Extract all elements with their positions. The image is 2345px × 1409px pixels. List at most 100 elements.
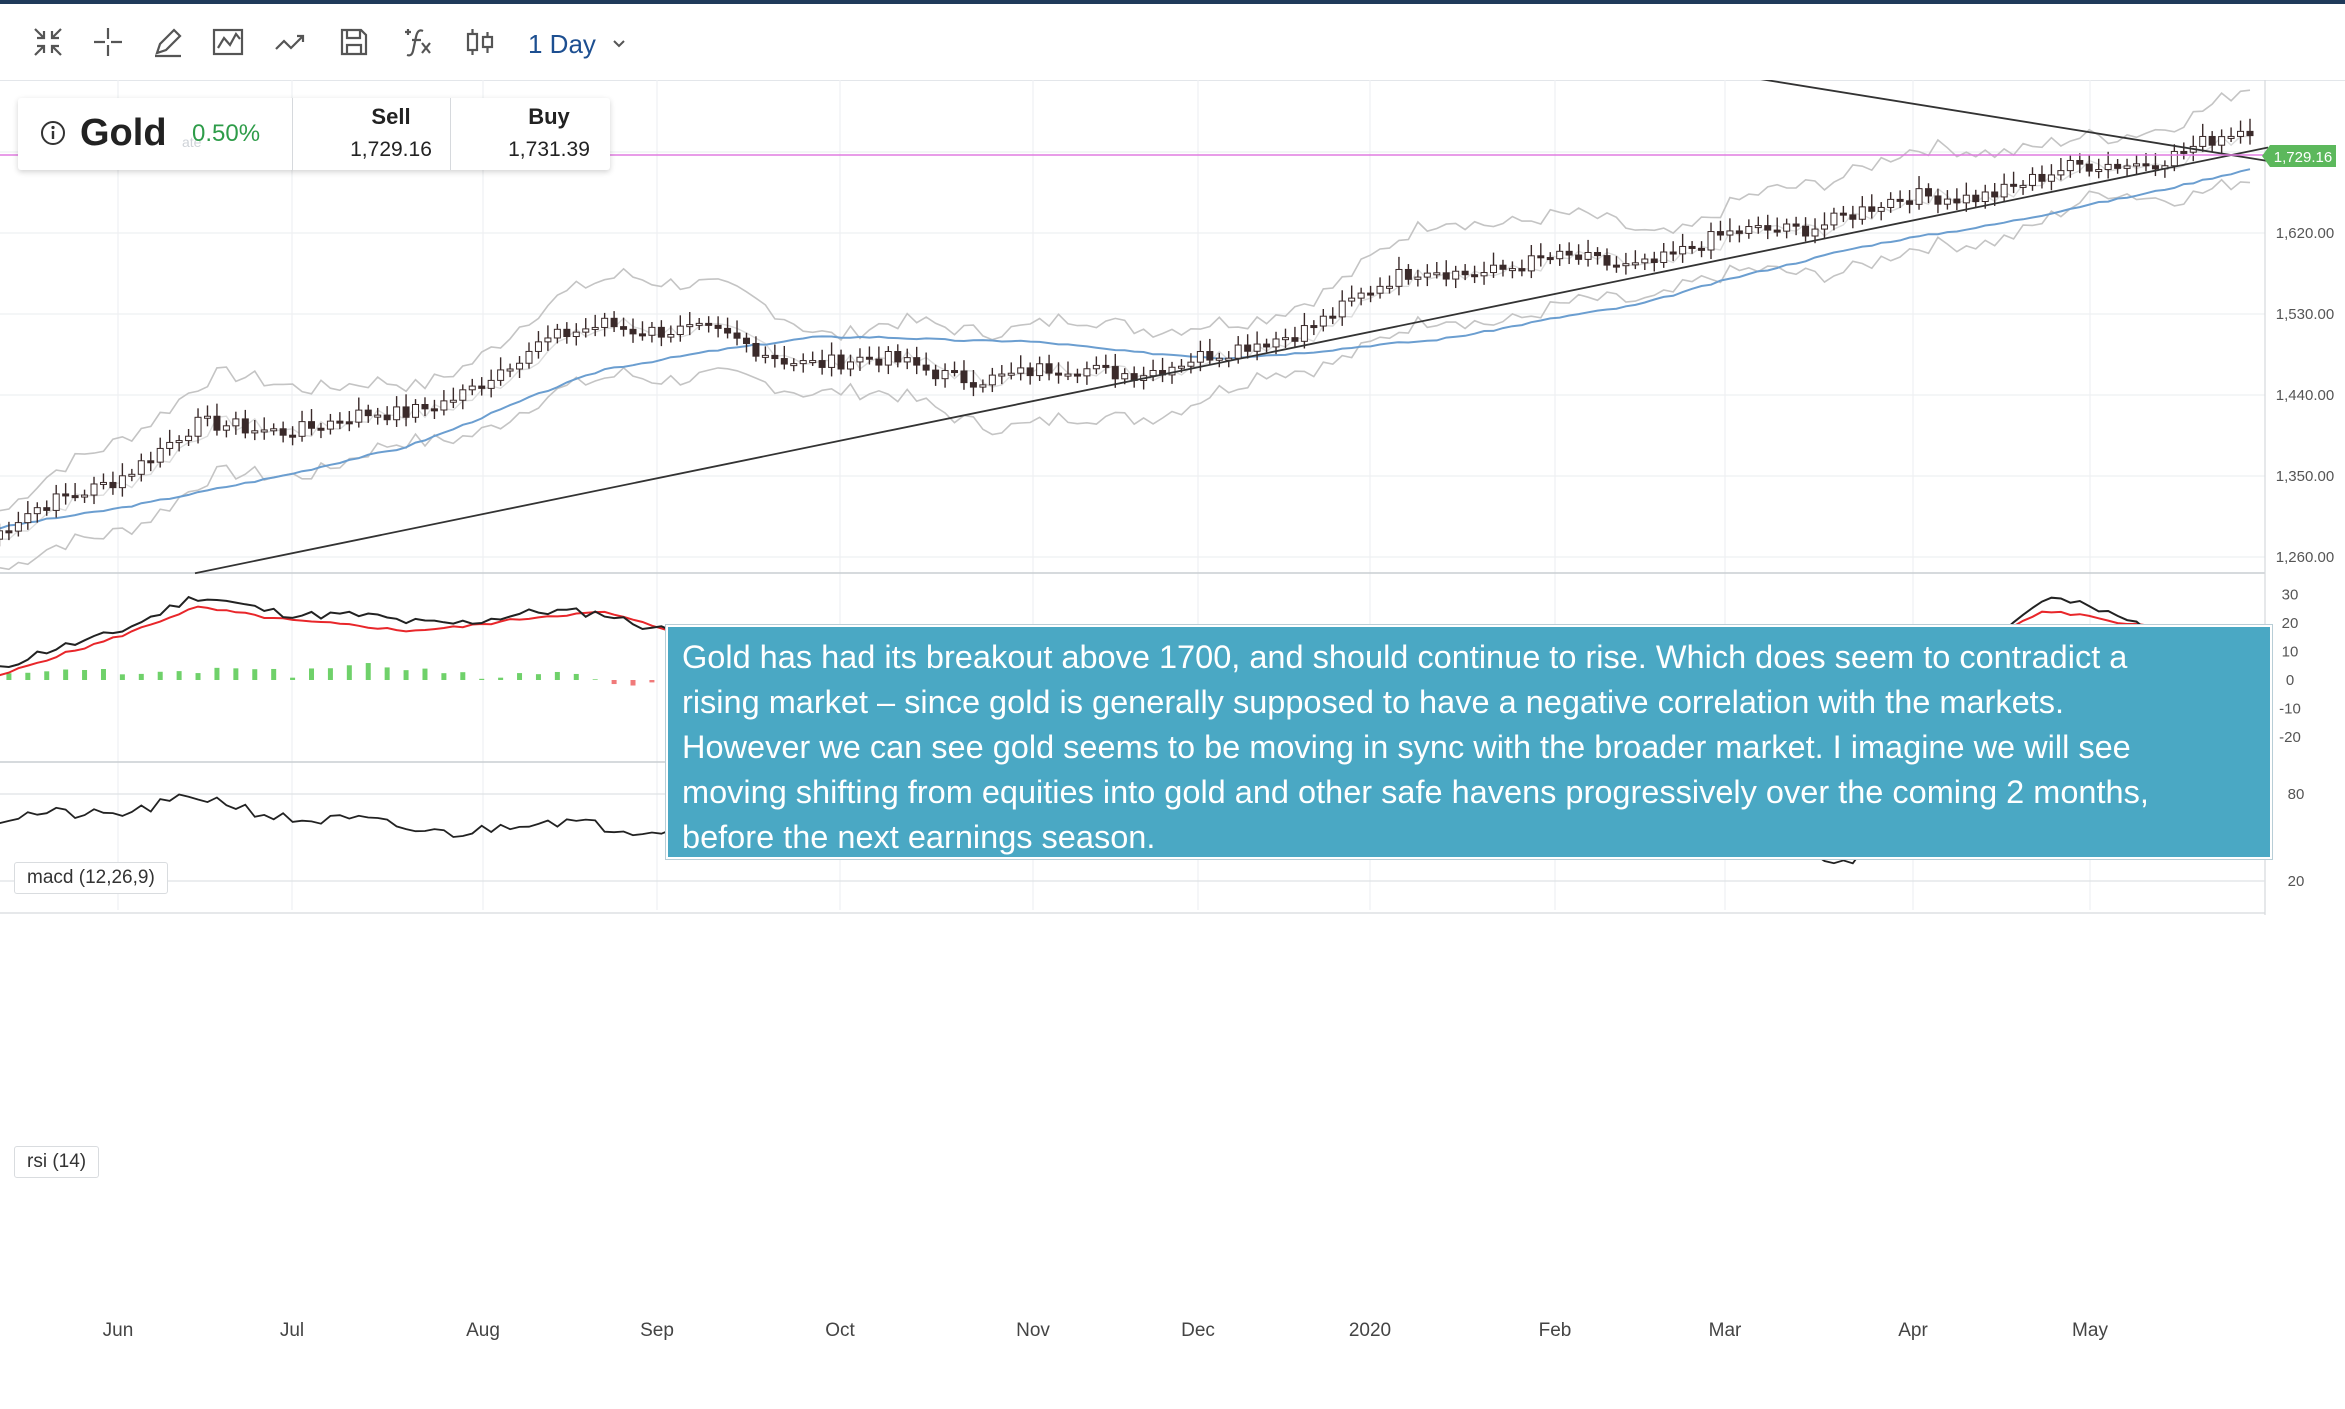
candle-body [478, 385, 486, 389]
candle-body [1802, 225, 1810, 237]
candle-body [828, 354, 836, 368]
candle-body [1490, 264, 1498, 274]
candle-body [638, 333, 646, 337]
candle-body [279, 428, 287, 436]
collapse-icon[interactable] [24, 18, 72, 66]
candle-body [497, 369, 505, 381]
candle-body [2066, 159, 2074, 172]
macd-tick-label: -20 [2279, 729, 2301, 746]
bollinger-middle [0, 135, 2251, 540]
candle-body [0, 530, 3, 540]
candle-body [1537, 255, 1545, 259]
candle-body [449, 399, 457, 403]
buy-button[interactable]: Buy 1,731.39 [470, 104, 628, 162]
time-tick-label: Dec [1181, 1320, 1215, 1341]
info-icon[interactable] [40, 120, 66, 146]
candle-body [147, 460, 155, 464]
candle-body [2218, 136, 2226, 146]
candle-body [2142, 163, 2150, 167]
candle-body [648, 326, 656, 336]
candle-body [2104, 163, 2112, 171]
candle-body [1858, 206, 1866, 220]
candle-body [336, 420, 344, 424]
draw-pencil-icon[interactable] [144, 18, 192, 66]
macd-histogram-bar [309, 668, 315, 680]
candle-body [175, 440, 183, 444]
macd-histogram-bar [554, 671, 560, 680]
candle-body [1395, 268, 1403, 287]
crosshair-icon[interactable] [84, 18, 132, 66]
sell-button[interactable]: Sell 1,729.16 [312, 104, 470, 162]
candle-body [1707, 231, 1715, 251]
candle-body [563, 328, 571, 338]
candle-body [1754, 225, 1762, 229]
macd-histogram-bar [157, 671, 163, 680]
function-icon[interactable] [394, 18, 442, 66]
candle-body [2180, 150, 2188, 154]
candle-body [1896, 198, 1904, 202]
candle-body [222, 425, 230, 431]
timeframe-selector[interactable]: 1 Day [528, 24, 626, 64]
candle-body [553, 328, 561, 339]
candle-body [1253, 343, 1261, 352]
candle-body [71, 495, 79, 499]
candle-body [52, 493, 60, 511]
annotation-box[interactable]: Gold has had its breakout above 1700, an… [666, 625, 2272, 859]
candle-body [326, 420, 334, 430]
candle-body [468, 385, 476, 391]
candle-body [1376, 285, 1384, 294]
divider [292, 98, 293, 170]
candle-body [1055, 372, 1063, 376]
candle-body [2237, 130, 2245, 137]
candle-body [1196, 351, 1204, 363]
candle-body [1272, 338, 1280, 348]
rsi-tick-label: 20 [2288, 873, 2305, 890]
bollinger-upper [0, 89, 2251, 512]
trend-line-icon[interactable] [266, 18, 314, 66]
candle-body [1924, 188, 1932, 197]
candle-body [1679, 245, 1687, 255]
candle-body [412, 404, 420, 418]
candle-body [1102, 364, 1110, 368]
candle-body [203, 415, 211, 419]
save-icon[interactable] [330, 18, 378, 66]
candle-body [988, 374, 996, 386]
candle-body [355, 409, 363, 423]
indicator-wave-icon[interactable] [204, 18, 252, 66]
candle-body [1338, 300, 1346, 318]
candle-body [818, 360, 826, 368]
candle-body [1622, 263, 1630, 267]
candle-body [1962, 194, 1970, 204]
candle-body [166, 441, 174, 449]
rsi-label[interactable]: rsi (14) [14, 1146, 100, 1178]
candle-body [2057, 170, 2065, 176]
macd-label[interactable]: macd (12,26,9) [14, 862, 168, 894]
candle-body [1244, 344, 1252, 352]
candle-body [1423, 272, 1431, 278]
candle-body [1565, 250, 1573, 256]
macd-tick-label: 10 [2282, 643, 2299, 660]
time-tick-label: 2020 [1349, 1320, 1391, 1341]
chart-type-icon[interactable] [456, 18, 504, 66]
candle-body [14, 522, 22, 532]
candle-body [232, 418, 240, 427]
candle-body [99, 481, 107, 485]
candle-body [421, 404, 429, 410]
candle-body [1026, 367, 1034, 377]
timeframe-label: 1 Day [528, 28, 596, 59]
candle-body [317, 427, 325, 431]
candle-body [1953, 198, 1961, 204]
candle-body [24, 513, 32, 524]
macd-histogram-bar [63, 669, 69, 680]
candle-body [837, 354, 845, 370]
candle-body [1319, 315, 1327, 327]
candle-body [393, 406, 401, 421]
candle-body [2114, 163, 2122, 169]
candle-body [951, 370, 959, 374]
moving-average-line [0, 168, 2251, 530]
candle-body [1972, 194, 1980, 203]
candle-body [1357, 292, 1365, 299]
candle-body [1480, 272, 1488, 277]
candle-body [2208, 135, 2216, 146]
candle-body [1811, 228, 1819, 237]
